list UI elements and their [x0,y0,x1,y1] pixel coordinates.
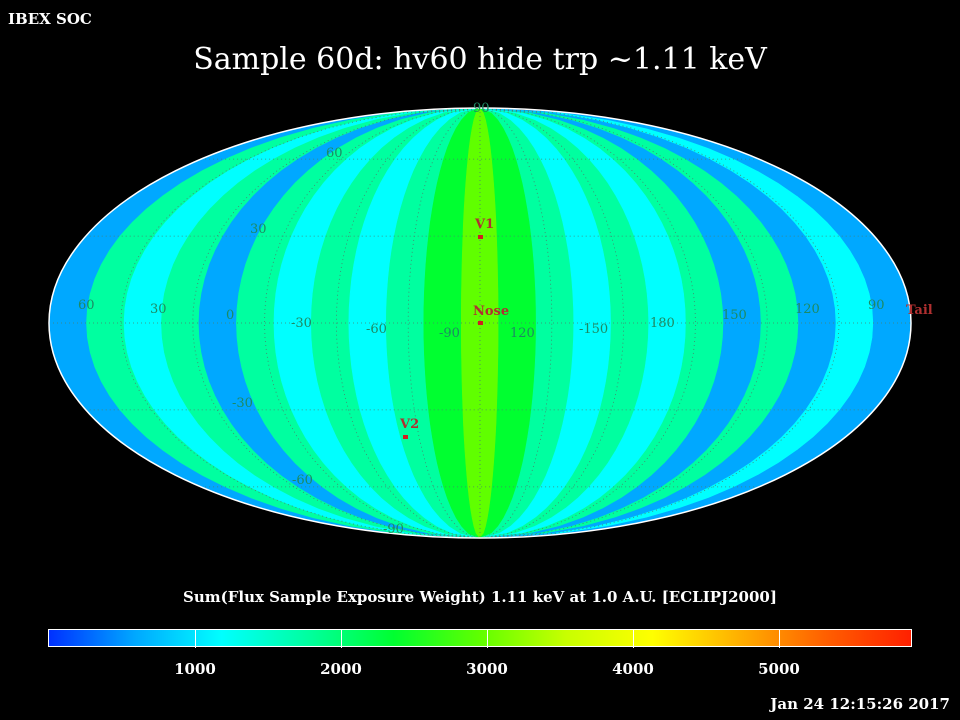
meridian-line [192,108,481,538]
lon-label: 120 [510,326,535,341]
colorbar-tick [633,630,634,648]
v2-label: V2 [399,417,419,432]
sky-map: 90 60 30 -30 -60 -90 60 30 0 -30 -60 -90… [48,101,933,539]
lon-label: 60 [78,298,95,313]
colorbar-tick [195,630,196,648]
colorbar-tick-label: 5000 [758,660,800,678]
meridian-line [120,108,481,538]
coordinate-grid [49,108,911,538]
timestamp: Jan 24 12:15:26 2017 [770,695,950,713]
lon-label: -30 [291,316,312,331]
lon-label: 90 [868,298,885,313]
v2-marker [403,435,408,439]
meridian-line [407,108,481,538]
org-label: IBEX SOC [8,10,92,28]
colorbar-tick [341,630,342,648]
meridian-line [479,108,696,538]
tail-label: Tail [906,303,933,318]
v1-label: V1 [474,217,494,232]
lat-label: -60 [292,473,313,488]
colorbar [48,629,912,648]
meridian-line [479,108,553,538]
lon-label: -60 [366,322,387,337]
colorbar-title: Sum(Flux Sample Exposure Weight) 1.11 ke… [183,588,777,606]
colorbar-tick [779,630,780,648]
lat-label: -30 [232,396,253,411]
meridian-line [479,108,625,538]
nose-marker [478,321,483,325]
v1-marker [478,235,483,239]
flux-bands [49,108,911,538]
meridian-line [264,108,481,538]
lon-label: 30 [150,302,167,317]
colorbar-tick-label: 4000 [612,660,654,678]
nose-label: Nose [473,304,509,319]
lat-label: 30 [250,222,267,237]
colorbar-tick-label: 2000 [320,660,362,678]
lon-label: 180 [650,316,675,331]
lon-label: -90 [439,326,460,341]
lon-label: 120 [795,302,820,317]
meridian-line [335,108,481,538]
lat-label: 60 [326,146,343,161]
colorbar-tick-label: 1000 [174,660,216,678]
meridian-line [479,108,768,538]
lat-label: -90 [383,522,404,537]
lon-label: 0 [226,308,234,323]
meridian-line [479,108,840,538]
map-title: Sample 60d: hv60 hide trp ~1.11 keV [193,42,767,77]
lon-label: -150 [579,322,608,337]
colorbar-tick-label: 3000 [466,660,508,678]
colorbar-tick [487,630,488,648]
lon-label: 150 [722,308,747,323]
map-outline [48,107,912,539]
lat-label: 90 [473,101,490,116]
